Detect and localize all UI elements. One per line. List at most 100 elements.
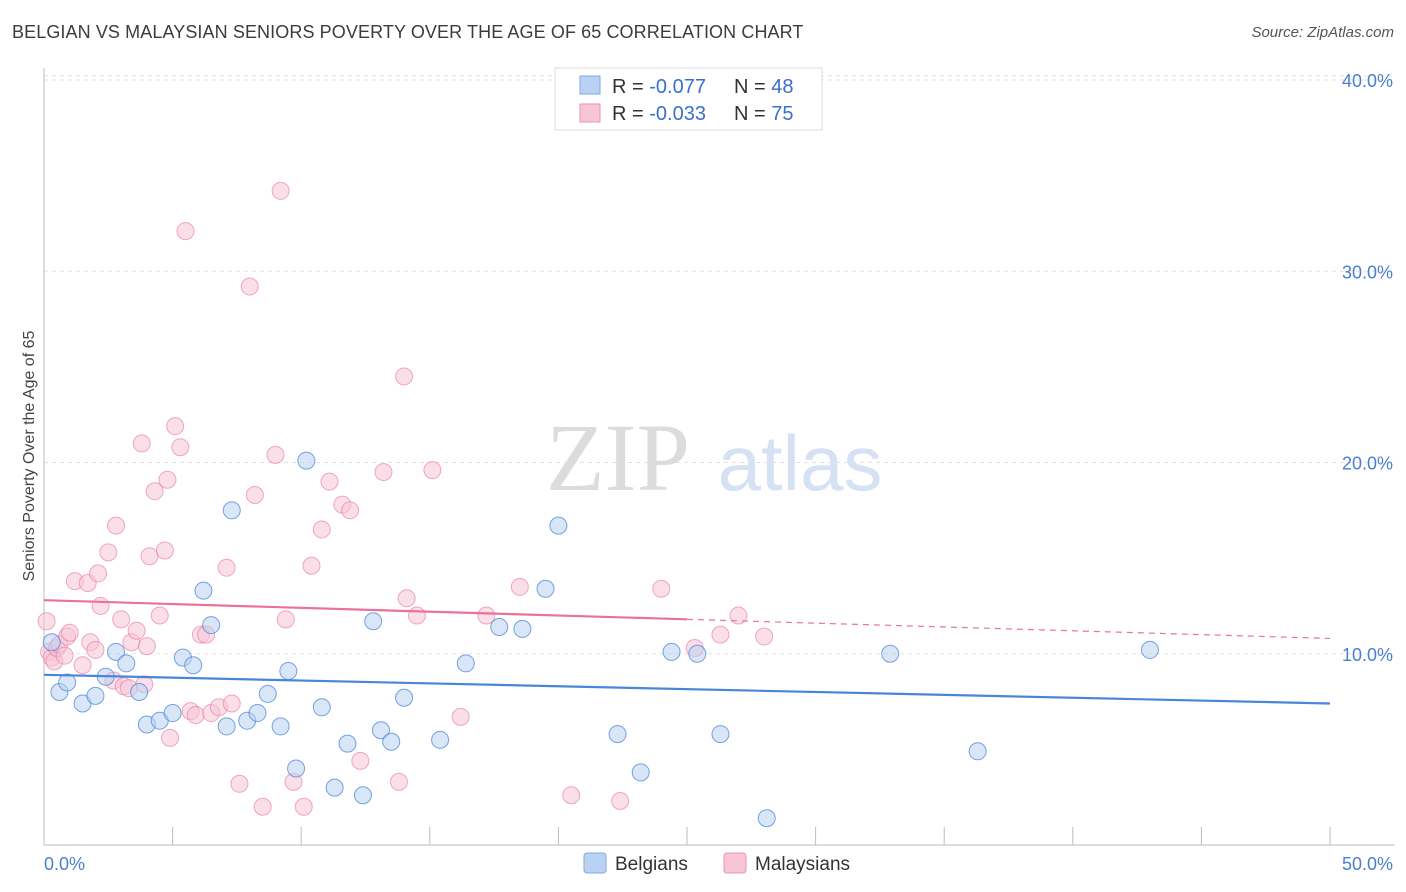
malaysians-point	[60, 623, 79, 642]
belgians-point	[431, 730, 450, 749]
malaysians-point	[107, 516, 126, 535]
legend-n-value: 75	[771, 103, 793, 125]
belgians-point	[364, 612, 383, 631]
svg-text:R = -0.033: R = -0.033	[612, 103, 706, 125]
malaysians-point	[423, 461, 442, 480]
belgians-point	[287, 759, 306, 778]
belgians-point	[456, 654, 475, 673]
belgians-point	[536, 579, 555, 598]
legend-n-label: N =	[734, 103, 771, 125]
legend-bottom-label-malaysians: Malaysians	[755, 854, 850, 875]
belgians-point	[711, 725, 730, 744]
malaysians-point	[253, 797, 272, 816]
malaysians-point	[395, 367, 414, 386]
malaysians-point	[55, 646, 74, 665]
belgians-point	[312, 698, 331, 717]
malaysians-point	[407, 606, 426, 625]
legend-r-label: R =	[612, 103, 649, 125]
malaysians-point	[132, 434, 151, 453]
malaysians-trend-extension	[686, 618, 1331, 640]
malaysians-point	[127, 621, 146, 640]
belgians-point	[217, 717, 236, 736]
malaysians-point	[150, 606, 169, 625]
belgians-trend-line	[43, 673, 1331, 705]
malaysians-point	[166, 417, 185, 436]
belgians-point	[338, 734, 357, 753]
malaysians-point	[217, 558, 236, 577]
malaysians-point	[186, 705, 205, 724]
belgians-point	[130, 683, 149, 701]
malaysians-point	[171, 438, 190, 457]
watermark-atlas: atlas	[718, 419, 883, 507]
belgians-point	[202, 616, 221, 635]
malaysians-point	[266, 445, 285, 464]
x-tick-label: 0.0%	[44, 854, 85, 874]
svg-text:N = 75: N = 75	[734, 103, 794, 125]
belgians-point	[881, 644, 900, 663]
legend-r-value: -0.077	[649, 76, 706, 98]
legend-swatch-belgians	[579, 75, 601, 95]
chart-title: BELGIAN VS MALAYSIAN SENIORS POVERTY OVE…	[12, 22, 804, 42]
malaysians-point	[755, 627, 774, 646]
belgians-point	[248, 704, 267, 723]
malaysians-point	[91, 596, 110, 615]
legend-bottom: Belgians Malaysians	[583, 852, 850, 875]
x-tick-label: 50.0%	[1342, 854, 1393, 874]
svg-text:R = -0.077: R = -0.077	[612, 76, 706, 98]
malaysians-point	[112, 610, 131, 629]
belgians-point	[222, 501, 241, 520]
belgians-point	[297, 451, 316, 470]
legend-top: R = -0.077 N = 48 R = -0.033 N = 75	[554, 67, 823, 131]
malaysians-point	[711, 625, 730, 644]
belgians-point	[395, 688, 414, 707]
trend-lines	[43, 599, 1331, 705]
belgians-point	[513, 619, 532, 638]
malaysians-point	[137, 637, 156, 656]
y-tick-label: 30.0%	[1342, 262, 1393, 282]
belgians-point	[194, 581, 213, 600]
belgians-point	[968, 742, 987, 761]
belgians-point	[58, 673, 77, 692]
malaysians-point	[86, 640, 105, 659]
malaysians-point	[652, 579, 671, 598]
y-tick-labels: 10.0% 20.0% 30.0% 40.0%	[1342, 71, 1393, 665]
malaysians-point	[37, 612, 56, 631]
belgians-point	[163, 704, 182, 723]
malaysians-point	[562, 786, 581, 805]
belgians-point	[490, 617, 509, 636]
malaysians-point	[222, 694, 241, 713]
belgians-point	[107, 642, 126, 661]
belgians-point	[382, 732, 401, 751]
malaysians-trend-line	[43, 599, 688, 621]
malaysians-point	[176, 222, 195, 241]
malaysians-point	[271, 181, 290, 200]
malaysians-point	[397, 589, 416, 608]
belgians-point	[549, 516, 568, 535]
legend-r-value: -0.033	[649, 103, 706, 125]
malaysians-point	[99, 543, 118, 562]
malaysians-point	[140, 547, 159, 566]
x-tick-labels: 0.0% 50.0%	[44, 854, 1393, 874]
malaysians-point	[158, 470, 177, 489]
malaysians-point	[276, 610, 295, 629]
belgians-point	[631, 763, 650, 782]
legend-n-label: N =	[734, 76, 771, 98]
belgians-point	[688, 644, 707, 663]
legend-n-value: 48	[771, 76, 793, 98]
malaysians-point	[245, 486, 264, 505]
malaysians-point	[89, 564, 108, 583]
legend-swatch-malaysians	[579, 103, 601, 123]
y-tick-label: 10.0%	[1342, 645, 1393, 665]
malaysians-point	[611, 792, 630, 811]
source-label: Source: ZipAtlas.com	[1251, 24, 1394, 41]
belgians-point	[371, 721, 390, 740]
belgians-point	[757, 809, 776, 828]
axes	[43, 68, 1395, 846]
belgians-point	[271, 717, 290, 736]
series-belgians	[42, 451, 1159, 828]
belgians-point	[279, 661, 298, 680]
y-tick-label: 20.0%	[1342, 454, 1393, 474]
malaysians-point	[341, 501, 360, 520]
belgians-point	[42, 633, 61, 652]
